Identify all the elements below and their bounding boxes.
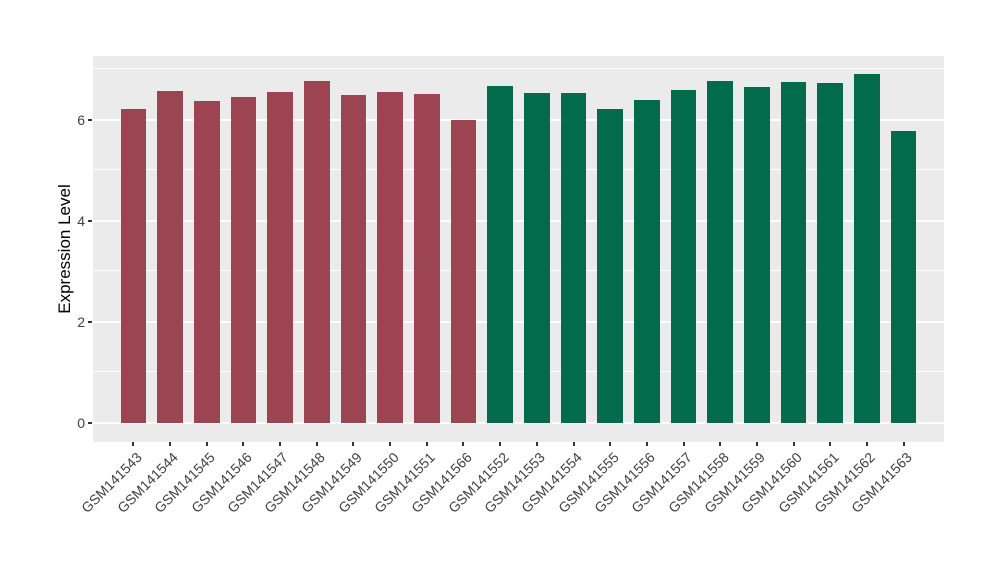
x-tick-mark — [352, 442, 355, 446]
gridline-minor — [93, 270, 944, 272]
gridline-minor — [93, 371, 944, 373]
x-axis-tick-labels: GSM141543 GSM141544 GSM141545 GSM141546 GSM1… — [78, 447, 944, 567]
y-axis-tick-labels: 0 2 4 6 — [0, 56, 85, 442]
y-tick-mark — [88, 320, 92, 323]
x-tick-mark — [315, 442, 318, 446]
bar-GSM141550 — [377, 91, 403, 423]
x-tick-mark — [572, 442, 575, 446]
bar-GSM141548 — [303, 81, 330, 423]
x-tick-mark — [609, 442, 612, 446]
bar-GSM141544 — [157, 90, 183, 423]
bar-GSM141556 — [634, 100, 660, 423]
y-tick-mark — [88, 421, 92, 424]
x-tick-mark — [535, 442, 538, 446]
bar-GSM141562 — [854, 74, 880, 423]
plot-panel — [93, 56, 944, 442]
gridline-major — [93, 118, 944, 121]
x-tick-mark — [829, 442, 832, 446]
x-tick-mark — [205, 442, 208, 446]
x-tick-mark — [682, 442, 685, 446]
bar-GSM141559 — [744, 87, 770, 423]
y-axis-title: Expression Level — [55, 184, 74, 314]
y-tick-mark — [88, 219, 92, 222]
x-tick-mark — [169, 442, 172, 446]
bar-GSM141549 — [340, 95, 367, 423]
bar-GSM141555 — [597, 109, 624, 423]
x-tick-mark — [279, 442, 282, 446]
gridline-minor — [93, 169, 944, 171]
bar-GSM141543 — [120, 109, 147, 423]
y-tick-label: 0 — [77, 414, 85, 431]
y-tick-mark — [88, 118, 92, 121]
bar-GSM141554 — [560, 92, 587, 423]
bar-GSM141557 — [670, 90, 697, 423]
bar-GSM141545 — [193, 101, 220, 423]
bar-GSM141561 — [817, 83, 844, 423]
x-tick-mark — [719, 442, 722, 446]
bar-GSM141551 — [413, 94, 440, 423]
bar-GSM141552 — [487, 86, 513, 423]
gridline-major — [93, 219, 944, 222]
gridline-minor — [93, 68, 944, 70]
x-axis-tick-marks — [93, 442, 944, 447]
x-tick-mark — [645, 442, 648, 446]
x-tick-mark — [132, 442, 135, 446]
gridline-major — [93, 320, 944, 323]
x-tick-mark — [755, 442, 758, 446]
x-tick-mark — [389, 442, 392, 446]
x-tick-mark — [792, 442, 795, 446]
x-tick-mark — [865, 442, 868, 446]
gridline-major — [93, 421, 944, 424]
bar-GSM141547 — [267, 92, 293, 423]
y-tick-label: 4 — [77, 212, 85, 229]
x-tick-mark — [242, 442, 245, 446]
x-tick-mark — [462, 442, 465, 446]
bar-GSM141566 — [450, 120, 477, 423]
bar-GSM141553 — [524, 93, 550, 423]
x-tick-mark — [499, 442, 502, 446]
bar-GSM141563 — [890, 131, 917, 423]
y-axis-tick-marks — [88, 56, 92, 442]
x-tick-mark — [425, 442, 428, 446]
bar-GSM141558 — [707, 81, 734, 423]
bar-GSM141546 — [230, 96, 257, 423]
y-tick-label: 6 — [77, 111, 85, 128]
bar-GSM141560 — [780, 81, 807, 423]
y-tick-label: 2 — [77, 313, 85, 330]
x-tick-mark — [902, 442, 905, 446]
